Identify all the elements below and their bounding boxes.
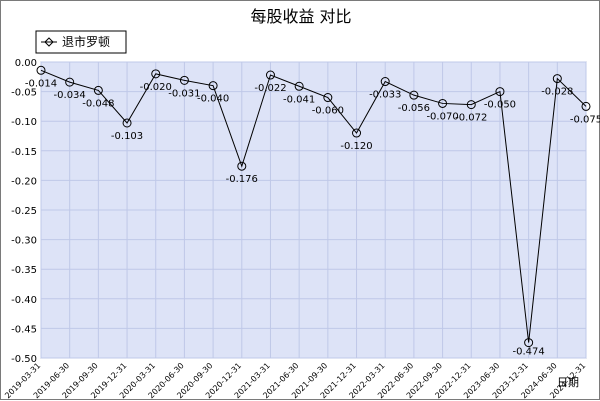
data-point (552, 74, 562, 84)
y-tick-label: -0.15 (11, 147, 37, 158)
legend: 退市罗顿 (35, 30, 127, 54)
data-label: -0.031 (168, 88, 200, 99)
data-point (122, 118, 132, 128)
y-tick-label: -0.50 (11, 354, 37, 365)
series-line (40, 69, 587, 343)
data-point (495, 87, 505, 97)
y-tick-label: -0.05 (11, 88, 37, 99)
y-tick-label: -0.45 (11, 324, 37, 335)
data-point (93, 85, 103, 95)
y-tick-label: -0.25 (11, 206, 37, 217)
data-label: -0.075 (570, 114, 600, 125)
data-point (352, 128, 362, 138)
data-point (466, 100, 476, 110)
data-label: -0.070 (426, 111, 458, 122)
legend-box (35, 30, 127, 54)
data-label: -0.041 (283, 94, 315, 105)
data-label: -0.028 (541, 87, 573, 98)
data-label: -0.020 (140, 82, 172, 93)
data-point (323, 93, 333, 103)
data-label: -0.034 (54, 90, 86, 101)
data-label: -0.103 (111, 131, 143, 142)
y-tick-label: -0.30 (11, 236, 37, 247)
y-tick-label: -0.40 (11, 295, 37, 306)
data-point (151, 69, 161, 79)
data-label: -0.022 (254, 83, 286, 94)
legend-label: 退市罗顿 (62, 34, 110, 49)
x-axis-title: 日期 (557, 376, 579, 389)
data-point (265, 70, 275, 80)
data-point (524, 338, 534, 348)
chart-title: 每股收益 对比 (250, 7, 351, 26)
y-axis: 0.00 -0.05 -0.10 -0.15 -0.20 -0.25 -0.30 -0.35 -… (11, 58, 37, 365)
data-point (438, 98, 448, 108)
grid-layer (40, 61, 587, 359)
data-point (208, 81, 218, 91)
y-tick-label: -0.10 (11, 117, 37, 128)
data-point (36, 65, 46, 75)
series-layer: -0.014-0.034-0.048-0.103-0.020-0.031-0.0… (25, 65, 600, 358)
y-tick-label: -0.20 (11, 176, 37, 187)
y-tick-label: -0.35 (11, 265, 37, 276)
data-point (65, 77, 75, 87)
data-point (581, 101, 591, 111)
y-tick-label: 0.00 (15, 58, 37, 69)
data-point (179, 75, 189, 85)
data-label: -0.072 (455, 113, 487, 124)
data-label: -0.120 (340, 141, 372, 152)
x-axis: 2019-03-312019-06-302019-09-302019-12-31… (3, 361, 587, 400)
data-point (380, 77, 390, 87)
data-point (237, 161, 247, 171)
data-label: -0.048 (82, 98, 114, 109)
data-label: -0.033 (369, 90, 401, 101)
data-label: -0.040 (197, 94, 229, 105)
data-point (409, 90, 419, 100)
data-point (294, 81, 304, 91)
data-label: -0.060 (312, 106, 344, 117)
data-label: -0.014 (25, 78, 57, 89)
data-label: -0.056 (398, 103, 430, 114)
legend-marker (44, 37, 54, 47)
data-label: -0.176 (226, 174, 258, 185)
data-label: -0.050 (484, 100, 516, 111)
data-label: -0.474 (513, 347, 545, 358)
